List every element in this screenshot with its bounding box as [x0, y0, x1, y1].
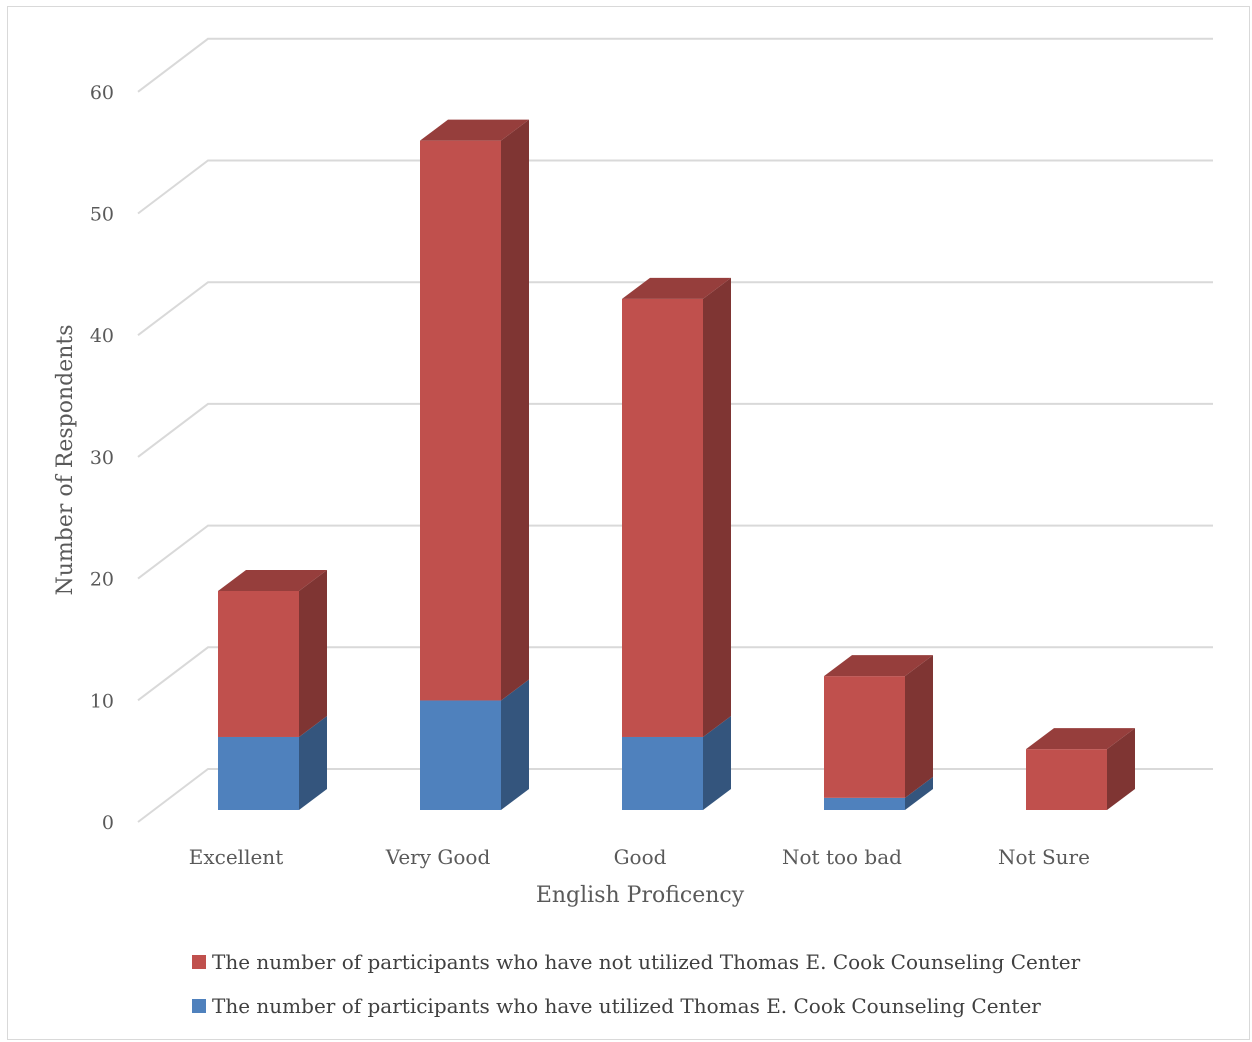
bar-side	[1107, 728, 1135, 810]
bar-top	[420, 119, 529, 141]
bar-front	[218, 590, 299, 737]
x-category-labels: Excellent Very Good Good Not too bad Not Sur…	[189, 845, 1090, 869]
legend-swatch	[192, 955, 206, 969]
y-axis-title: Number of Respondents	[53, 324, 78, 595]
bar-segment	[218, 715, 327, 810]
bar-front	[622, 298, 703, 737]
y-tick-label: 20	[90, 569, 114, 591]
x-category-label: Excellent	[189, 845, 283, 869]
bar-front	[622, 736, 703, 810]
bar-side	[299, 569, 327, 737]
y-tick-label: 0	[102, 812, 114, 834]
bar-segment	[420, 119, 529, 701]
bar-front	[420, 700, 501, 810]
y-tick-labels: 0 10 20 30 40 50 60	[90, 82, 114, 834]
legend-swatch	[192, 999, 206, 1013]
gridline	[137, 646, 1213, 702]
bar-side	[501, 679, 529, 810]
bar-side	[905, 655, 933, 798]
gridline	[137, 281, 1213, 336]
bar-segment	[622, 277, 731, 737]
bar-top	[824, 655, 933, 677]
bar-front	[1026, 749, 1107, 810]
y-tick-label: 60	[90, 82, 114, 104]
legend: The number of participants who have not …	[192, 950, 1081, 1018]
bar-front	[824, 797, 905, 810]
bar-segment	[824, 776, 933, 810]
bar-side	[703, 715, 731, 810]
x-category-label: Not Sure	[998, 845, 1090, 869]
bar-side	[905, 776, 933, 810]
gridline	[137, 402, 1213, 458]
y-tick-label: 40	[90, 325, 114, 347]
y-tick-label: 10	[90, 690, 114, 712]
y-tick-label: 50	[90, 204, 114, 226]
legend-entry: The number of participants who have util…	[212, 994, 1041, 1018]
bar-segment	[622, 715, 731, 810]
x-category-label: Not too bad	[782, 845, 902, 869]
x-category-label: Very Good	[385, 845, 491, 869]
bar-segment	[218, 569, 327, 737]
legend-entry: The number of participants who have not …	[212, 950, 1081, 974]
gridline	[137, 159, 1213, 215]
bar-top	[622, 277, 731, 299]
bar-segment	[420, 679, 529, 810]
bar-side	[299, 715, 327, 810]
y-tick-label: 30	[90, 447, 114, 469]
x-axis-title: English Proficency	[536, 883, 745, 908]
x-category-label: Good	[614, 845, 667, 869]
bar-front	[420, 140, 501, 701]
bar-segment	[1026, 728, 1135, 810]
gridline	[137, 524, 1213, 580]
bar-side	[703, 277, 731, 737]
gridline	[137, 37, 1213, 93]
bar-front	[218, 736, 299, 810]
bar-top	[1026, 728, 1135, 750]
bars	[218, 119, 1135, 810]
bar-top	[218, 569, 327, 591]
bar-front	[824, 676, 905, 798]
bar-side	[501, 119, 529, 701]
bar-segment	[824, 655, 933, 798]
